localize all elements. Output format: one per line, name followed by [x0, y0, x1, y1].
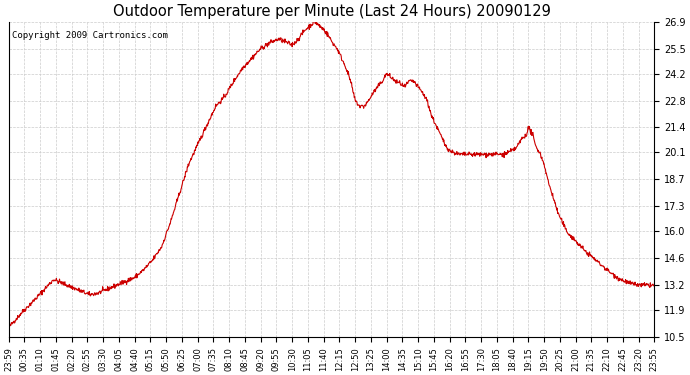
Text: Copyright 2009 Cartronics.com: Copyright 2009 Cartronics.com: [12, 31, 168, 40]
Title: Outdoor Temperature per Minute (Last 24 Hours) 20090129: Outdoor Temperature per Minute (Last 24 …: [112, 4, 551, 19]
